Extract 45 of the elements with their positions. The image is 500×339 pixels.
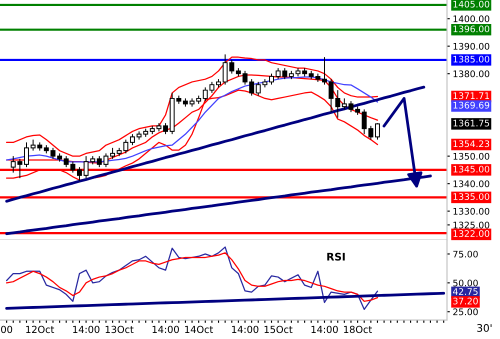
line-series — [5, 86, 426, 203]
ref-line-label: 1345.00 — [454, 166, 490, 173]
y-tick-label: 1325.00 — [454, 222, 490, 228]
text: 1354.23 — [454, 140, 490, 148]
x-tick-label: 14Oct — [185, 326, 214, 334]
y-tick-label: 1350.00 — [454, 152, 490, 160]
x-tick-label: 12Oct — [26, 326, 54, 334]
y-tick-label: 50.00 — [453, 280, 478, 286]
line-series — [6, 56, 378, 157]
y-tick-label: 1330.00 — [454, 208, 490, 215]
candlestick — [256, 81, 261, 96]
ref-line-label: 1385.00 — [454, 56, 490, 63]
text: 37.20 — [453, 298, 478, 304]
y-tick-label: 75.00 — [453, 250, 478, 258]
text: 1369.69 — [454, 102, 490, 109]
x-tick-label: 14:00 — [312, 326, 338, 334]
y-tick-label: 25.00 — [453, 308, 478, 316]
ref-line-label: 1396.00 — [454, 25, 490, 32]
candlestick — [282, 68, 288, 80]
x-tick-label: 14:00 — [73, 326, 100, 334]
x-tick-label: 14:00 — [232, 326, 258, 334]
y-tick-label: 1340.00 — [454, 180, 490, 188]
line-series — [5, 292, 446, 310]
line-series — [6, 252, 378, 302]
x-tick-label: 18Oct — [344, 326, 372, 334]
ref-line-label: 1335.00 — [454, 193, 490, 200]
x-tick-label: 15Oct — [264, 326, 292, 334]
y-tick-label: 1400.00 — [454, 15, 490, 22]
text: 42.75 — [452, 288, 478, 295]
x-tick-label: 14:00 — [152, 326, 179, 334]
text: 1361.75 — [454, 120, 490, 126]
text: 1371.71 — [454, 92, 490, 100]
x-tick-label: 00 — [1, 326, 12, 334]
line-series — [6, 246, 378, 310]
x-tick-label: 13Oct — [106, 326, 134, 334]
y-tick-label: 1380.00 — [454, 70, 490, 78]
ref-line-label: 1322.00 — [454, 230, 490, 238]
text: 30' — [477, 324, 492, 332]
annotation: RSI — [327, 252, 345, 261]
candlestick — [37, 142, 42, 152]
y-tick-label: 1390.00 — [454, 42, 490, 50]
candlestick — [308, 70, 314, 80]
ref-line-label: 1405.00 — [454, 0, 490, 8]
candlestick — [335, 90, 340, 118]
candlestick — [10, 156, 16, 174]
